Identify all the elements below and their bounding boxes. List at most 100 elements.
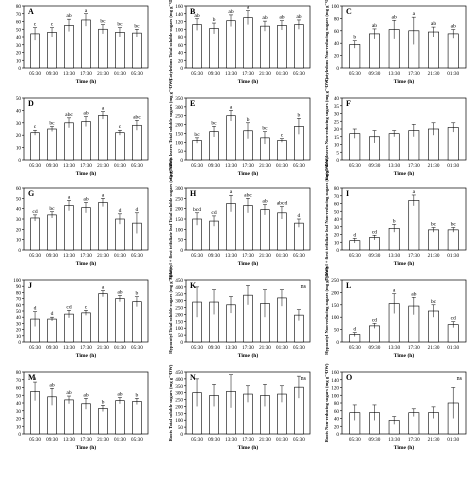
x-tick-label: 21:30 — [97, 437, 109, 443]
x-tick-label: 05:30 — [191, 345, 203, 351]
y-tick-label: 350 — [175, 292, 183, 298]
x-tick-label: 17:30 — [80, 437, 92, 443]
y-tick-label: 120 — [331, 386, 339, 392]
significance-letter: a — [102, 106, 105, 112]
y-tick-label: 20 — [16, 328, 22, 334]
bar — [260, 25, 270, 69]
significance-letter: b — [102, 399, 105, 405]
x-tick-label: 09:30 — [369, 437, 381, 443]
y-tick-label: 60 — [334, 29, 340, 35]
y-tick-label: 50 — [16, 196, 22, 202]
bar — [277, 25, 287, 69]
y-tick-label: 20 — [16, 417, 22, 423]
x-tick-label: 09:30 — [369, 253, 381, 259]
y-tick-label: 200 — [175, 207, 183, 213]
y-tick-label: 60 — [16, 303, 22, 309]
y-tick-label: 40 — [334, 217, 340, 223]
y-tick-label: 15 — [334, 135, 340, 141]
y-tick-label: 10 — [334, 143, 340, 149]
significance-letter: c — [51, 22, 54, 28]
significance-letter: abc — [65, 112, 73, 118]
panel-label: E — [190, 99, 195, 108]
significance-letter: b — [213, 17, 216, 23]
bar — [226, 20, 236, 69]
panel-label: G — [28, 189, 34, 198]
y-axis-label: Cotyledons leaves Total soluble sugars (… — [168, 78, 173, 179]
bar — [132, 301, 142, 343]
y-tick-label: 80 — [16, 4, 22, 10]
bar — [447, 127, 459, 161]
bar — [47, 32, 57, 69]
y-tick-label: 50 — [16, 96, 22, 102]
significance-letter: bc — [194, 132, 200, 138]
panel-label: J — [28, 281, 32, 290]
significance-letter: bc — [262, 126, 268, 132]
significance-letter: b — [136, 291, 139, 297]
significance-letter: a — [68, 194, 71, 200]
y-tick-label: 0 — [336, 158, 339, 164]
y-tick-label: 50 — [334, 209, 340, 215]
y-tick-label: 70 — [16, 297, 22, 303]
y-tick-label: 300 — [175, 105, 183, 111]
y-tick-label: 60 — [334, 202, 340, 208]
significance-letter: bc — [211, 120, 217, 126]
y-tick-label: 100 — [331, 4, 339, 10]
x-tick-label: 05:30 — [29, 345, 41, 351]
x-tick-label: 05:30 — [349, 71, 361, 77]
significance-letter: cd — [66, 304, 71, 310]
x-tick-label: 01:30 — [276, 345, 288, 351]
x-tick-label: 13:30 — [225, 253, 237, 259]
x-tick-label: 01:30 — [114, 345, 126, 351]
y-tick-label: 250 — [175, 306, 183, 312]
significance-letter: a — [34, 376, 37, 382]
significance-letter: ab — [49, 382, 54, 388]
y-tick-label: 10 — [16, 334, 22, 340]
x-tick-label: 21:30 — [259, 71, 271, 77]
significance-letter: b — [393, 218, 396, 224]
x-tick-label: 01:30 — [114, 253, 126, 259]
x-tick-label: 17:30 — [408, 163, 420, 169]
y-tick-label: 20 — [334, 127, 340, 133]
y-tick-label: 200 — [175, 404, 183, 410]
panel-D: 0 10 20 30 40 50 Dc 05:30 bc 09:30 abc 13:30 ab 17:30… — [16, 96, 149, 177]
y-tick-label: 20 — [178, 58, 184, 64]
y-tick-label: 70 — [16, 12, 22, 18]
y-tick-label: 20 — [334, 233, 340, 239]
significance-letter: b — [136, 392, 139, 398]
y-tick-label: 100 — [175, 227, 183, 233]
y-axis-label: Epicotyl + first trifoliate leaf Non-red… — [324, 157, 329, 281]
bar — [98, 202, 108, 251]
y-tick-label: 250 — [331, 278, 339, 284]
bar — [132, 124, 142, 161]
y-tick-label: 30 — [16, 121, 22, 127]
x-tick-label: 17:30 — [80, 163, 92, 169]
bar — [428, 229, 439, 251]
x-tick-label: 21:30 — [428, 253, 440, 259]
y-tick-label: 40 — [16, 108, 22, 114]
significance-letter: bc — [117, 22, 123, 28]
bar — [64, 25, 74, 69]
significance-letter: d — [119, 208, 122, 214]
x-tick-label: 05:30 — [349, 163, 361, 169]
bar — [64, 205, 74, 251]
bar — [64, 399, 74, 435]
bar — [47, 214, 57, 251]
y-tick-label: 0 — [18, 158, 21, 164]
significance-letter: d — [353, 327, 356, 333]
y-tick-label: 40 — [16, 315, 22, 321]
x-tick-label: 01:30 — [276, 71, 288, 77]
x-tick-label: 09:30 — [46, 163, 58, 169]
y-tick-label: 400 — [175, 285, 183, 291]
x-tick-label: 17:30 — [80, 253, 92, 259]
y-tick-label: 10 — [334, 240, 340, 246]
y-tick-label: 100 — [175, 27, 183, 33]
y-tick-label: 250 — [175, 114, 183, 120]
x-tick-label: 13:30 — [63, 163, 75, 169]
y-tick-label: 60 — [16, 386, 22, 392]
significance-letter: a — [413, 11, 416, 17]
x-tick-label: 01:30 — [447, 437, 459, 443]
x-axis-label: Time (h) — [394, 260, 415, 267]
y-tick-label: 20 — [16, 227, 22, 233]
